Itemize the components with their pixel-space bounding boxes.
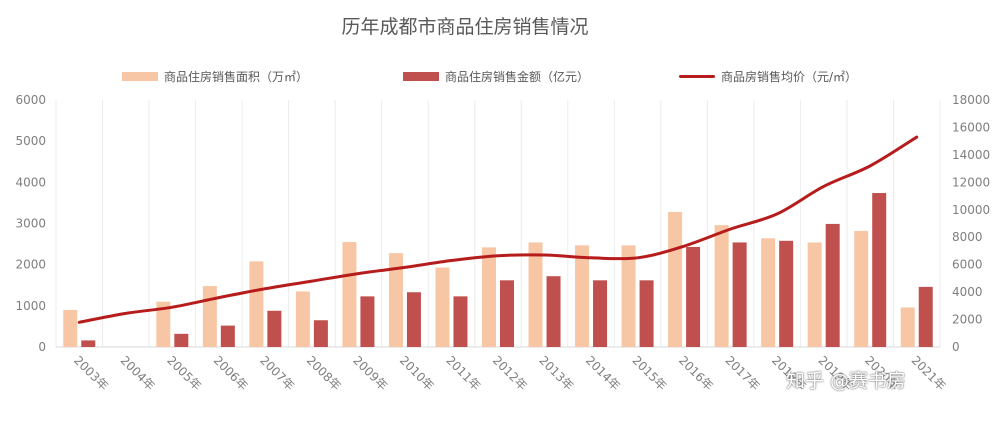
x-tick-label: 2016年	[676, 353, 716, 393]
bar-amount	[267, 310, 282, 347]
y-left-tick-label: 3000	[15, 217, 46, 231]
x-tick-label: 2004年	[118, 353, 158, 393]
x-tick-label: 2007年	[257, 353, 297, 393]
y-right-tick-label: 12000	[952, 175, 990, 189]
legend-swatch-amount	[403, 71, 439, 81]
legend-swatch-price	[679, 74, 715, 78]
y-right-tick-label: 6000	[952, 258, 983, 272]
bar-area	[435, 267, 450, 347]
bar-area	[388, 253, 403, 347]
y-right-tick-label: 8000	[952, 230, 983, 244]
bar-area	[900, 307, 915, 347]
bar-area	[528, 242, 543, 347]
bar-area	[156, 301, 171, 347]
bar-amount	[732, 242, 747, 347]
bar-amount	[872, 193, 887, 347]
legend-label-area: 商品住房销售面积（万㎡）	[164, 69, 309, 84]
bar-area	[807, 242, 822, 347]
bar-amount	[500, 280, 514, 347]
bar-area	[621, 245, 636, 347]
chart-title: 历年成都市商品住房销售情况	[341, 16, 589, 38]
y-left-tick-label: 2000	[15, 258, 46, 272]
bar-area	[668, 211, 683, 347]
bar-amount	[453, 296, 468, 347]
y-right-tick-label: 16000	[952, 120, 990, 134]
x-tick-label: 2006年	[211, 353, 251, 393]
y-left-tick-label: 1000	[15, 299, 46, 313]
bar-amount	[406, 292, 421, 347]
bar-amount	[686, 246, 701, 347]
bar-area	[482, 247, 496, 347]
legend-label-amount: 商品住房销售金额（亿元）	[445, 69, 590, 84]
x-tick-label: 2010年	[397, 353, 437, 393]
x-tick-label: 2011年	[443, 353, 483, 393]
legend-item-amount: 商品住房销售金额（亿元）	[403, 66, 589, 86]
x-tick-label: 2008年	[304, 353, 344, 393]
x-tick-label: 2015年	[629, 353, 669, 393]
bar-area	[202, 286, 217, 347]
bar-amount	[593, 280, 608, 347]
watermark-text: 知乎 @赛书房	[786, 370, 907, 392]
bar-amount	[313, 320, 328, 347]
legend-label-price: 商品房销售均价（元/㎡）	[721, 69, 858, 84]
bar-amount	[825, 223, 840, 347]
x-tick-label: 2003年	[71, 353, 111, 393]
bar-amount	[918, 286, 933, 347]
bar-area	[575, 245, 590, 347]
x-tick-label: 2005年	[164, 353, 204, 393]
legend-item-area: 商品住房销售面积（万㎡）	[122, 66, 308, 86]
bar-area	[342, 242, 357, 347]
legend-item-price: 商品房销售均价（元/㎡）	[679, 66, 857, 86]
bar-area	[295, 291, 310, 347]
y-left-tick-label: 5000	[15, 134, 46, 148]
bar-area	[249, 261, 264, 347]
x-tick-label: 2014年	[583, 353, 623, 393]
y-right-tick-label: 2000	[952, 313, 983, 327]
x-tick-label: 2009年	[350, 353, 390, 393]
bar-area	[854, 230, 869, 347]
line-price	[77, 135, 919, 324]
bar-amount	[639, 280, 654, 347]
x-tick-label: 2017年	[723, 353, 763, 393]
y-left-tick-label: 6000	[15, 93, 46, 107]
bar-amount	[546, 276, 561, 347]
bar-amount	[779, 240, 794, 347]
y-right-tick-label: 0	[952, 340, 960, 354]
y-right-tick-label: 10000	[952, 203, 990, 217]
y-right-tick-label: 14000	[952, 148, 990, 162]
bar-amount	[81, 340, 96, 347]
x-tick-label: 2012年	[490, 353, 530, 393]
legend-swatch-area	[122, 71, 158, 81]
y-left-tick-label: 0	[38, 340, 46, 354]
bar-area	[63, 309, 78, 347]
x-tick-label: 2021年	[909, 353, 949, 393]
bar-area	[761, 238, 776, 347]
x-tick-label: 2013年	[536, 353, 576, 393]
bar-amount	[360, 296, 375, 347]
bar-amount	[174, 333, 189, 347]
bar-amount	[220, 325, 235, 347]
y-left-tick-label: 4000	[15, 175, 46, 189]
y-right-tick-label: 4000	[952, 285, 983, 299]
y-right-tick-label: 18000	[952, 93, 990, 107]
bar-area	[714, 225, 729, 347]
